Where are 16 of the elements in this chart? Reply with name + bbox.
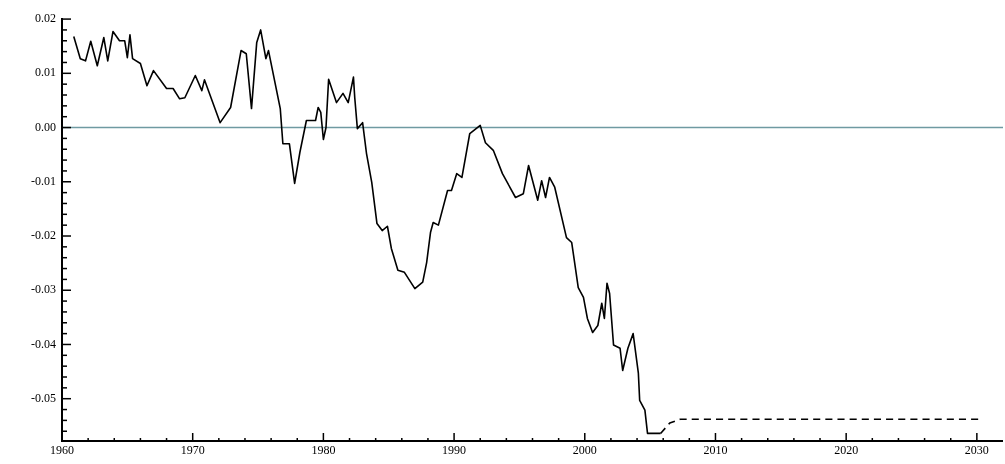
x-tick-label: 2030 bbox=[964, 443, 989, 458]
x-tick-label: 1960 bbox=[50, 443, 74, 458]
x-tick-label: 1980 bbox=[311, 443, 336, 458]
y-tick-label: -0.01 bbox=[31, 173, 56, 188]
y-tick-label: -0.05 bbox=[31, 390, 56, 405]
y-tick-label: 0.01 bbox=[35, 65, 56, 80]
x-tick-label: 2010 bbox=[703, 443, 728, 458]
y-tick-label: -0.04 bbox=[31, 336, 56, 351]
x-tick-label: 1990 bbox=[442, 443, 467, 458]
x-tick-label: 2000 bbox=[572, 443, 597, 458]
y-tick-label: -0.02 bbox=[31, 228, 56, 243]
y-tick-label: 0.02 bbox=[35, 11, 56, 26]
y-tick-label: 0.00 bbox=[35, 119, 56, 134]
x-tick-label: 1970 bbox=[180, 443, 205, 458]
y-tick-label: -0.03 bbox=[31, 282, 56, 297]
x-tick-label: 2020 bbox=[834, 443, 859, 458]
